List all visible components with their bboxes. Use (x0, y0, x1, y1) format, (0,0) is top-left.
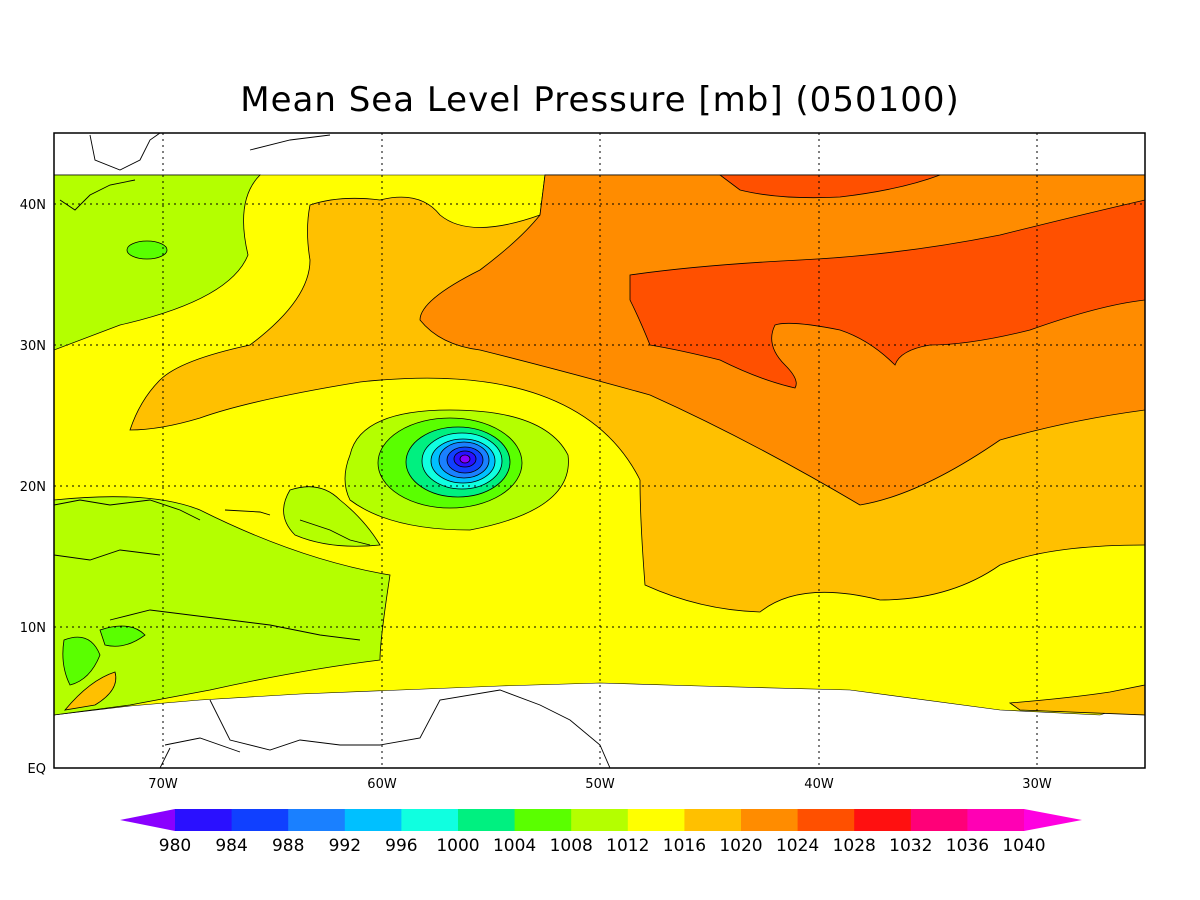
zone-1008-sw (62, 636, 101, 686)
colorbar-label: 992 (329, 836, 361, 856)
lat-label: 40N (20, 198, 46, 213)
zone-1012-nw (54, 174, 261, 351)
colorbar-swatch (231, 809, 289, 831)
colorbar-swatch (741, 809, 799, 831)
colorbar-label: 1032 (889, 836, 932, 856)
colorbar-swatch (910, 809, 968, 831)
colorbar-label: 1008 (550, 836, 593, 856)
colorbar-label: 1016 (663, 836, 706, 856)
colorbar-swatch (684, 809, 742, 831)
zone-1016-colombia (64, 671, 117, 711)
colorbar-label: 1020 (719, 836, 762, 856)
lon-label: 60W (367, 777, 397, 792)
zone-1028-north (718, 174, 941, 199)
colorbar-label: 1036 (946, 836, 989, 856)
colorbar-swatch (401, 809, 459, 831)
lat-label: 20N (20, 480, 46, 495)
colorbar-label: 1012 (606, 836, 649, 856)
coastlines (54, 133, 611, 768)
lon-label: 70W (148, 777, 178, 792)
colorbar-arrow-high (1024, 809, 1082, 831)
lon-label: 30W (1022, 777, 1052, 792)
colorbar-label: 984 (215, 836, 247, 856)
zone-1012-islands (283, 486, 381, 547)
zone-1012-caribbean (54, 496, 391, 716)
lat-labels: 40N 30N 20N 10N EQ (20, 198, 46, 777)
colorbar-swatch (797, 809, 855, 831)
colorbar-label: 980 (159, 836, 191, 856)
colorbar-label: 1000 (436, 836, 479, 856)
lon-label: 40W (804, 777, 834, 792)
colorbar-swatch (854, 809, 912, 831)
colorbar-swatch (175, 809, 233, 831)
colorbar-swatch (344, 809, 402, 831)
colorbar-label: 996 (385, 836, 417, 856)
colorbar-label: 1040 (1002, 836, 1045, 856)
colorbar-label: 1004 (493, 836, 536, 856)
colorbar-swatch (288, 809, 346, 831)
pressure-field (54, 133, 1145, 768)
lon-labels: 70W 60W 50W 40W 30W (148, 777, 1052, 792)
colorbar-label: 988 (272, 836, 304, 856)
colorbar-swatch (627, 809, 685, 831)
colorbar: 980 984 988 992 996 1000 1004 1008 1012 1016 1020 1… (120, 809, 1082, 856)
lon-label: 50W (585, 777, 615, 792)
lat-label: 30N (20, 339, 46, 354)
zone-1028 (629, 199, 1145, 389)
colorbar-swatch (967, 809, 1025, 831)
colorbar-label: 1028 (833, 836, 876, 856)
zone-1008-sw2 (99, 625, 146, 647)
colorbar-label: 1024 (776, 836, 819, 856)
colorbar-swatch (514, 809, 572, 831)
plot-frame (53, 132, 1146, 769)
grid (54, 133, 1145, 768)
zone-1020-se (1008, 684, 1145, 716)
plot-title: Mean Sea Level Pressure [mb] (050100) (240, 80, 960, 120)
colorbar-swatch (571, 809, 629, 831)
zone-1008-nw (126, 240, 168, 260)
lat-label: 10N (20, 621, 46, 636)
colorbar-swatch (458, 809, 516, 831)
lat-label: EQ (28, 762, 46, 777)
colorbar-arrow-low (120, 809, 175, 831)
